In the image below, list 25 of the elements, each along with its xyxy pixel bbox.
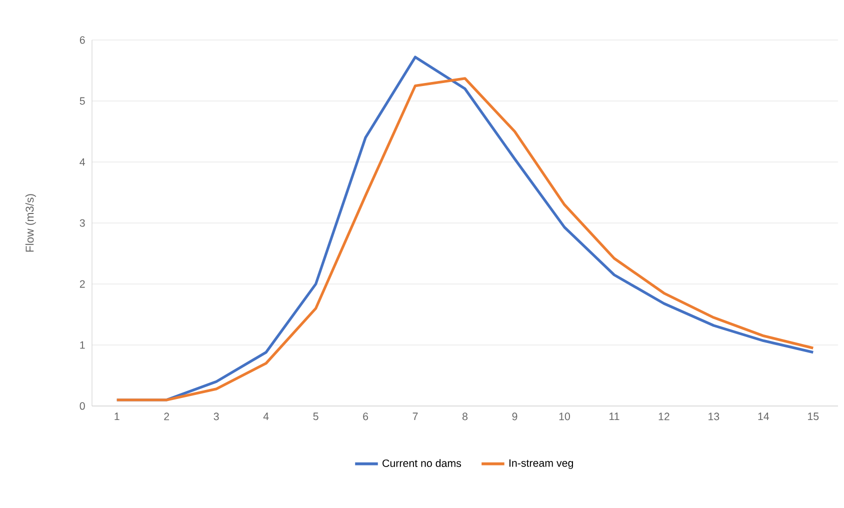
x-tick-label: 9 xyxy=(512,412,518,420)
x-tick-label: 2 xyxy=(164,412,170,420)
y-tick-label: 4 xyxy=(80,158,86,166)
x-tick-label: 1 xyxy=(114,412,120,420)
y-tick-label: 1 xyxy=(80,341,85,349)
x-tick-label: 3 xyxy=(214,412,219,420)
x-tick-label: 11 xyxy=(609,412,620,420)
x-tick-label: 14 xyxy=(758,412,770,420)
y-tick-label: 0 xyxy=(80,402,85,410)
x-tick-label: 6 xyxy=(363,412,368,420)
x-tick-label: 10 xyxy=(559,412,570,420)
x-tick-label: 7 xyxy=(412,412,418,420)
x-tick-label: 15 xyxy=(808,412,819,420)
y-axis-title: Flow (m3/s) xyxy=(25,194,36,252)
y-tick-label: 3 xyxy=(80,219,85,227)
x-tick-label: 8 xyxy=(462,412,468,420)
legend-label: Current no dams xyxy=(382,459,462,468)
legend-label: In-stream veg xyxy=(509,459,573,469)
y-tick-label: 6 xyxy=(80,36,85,44)
x-tick-label: 5 xyxy=(313,412,318,420)
x-tick-label: 13 xyxy=(708,412,720,420)
y-tick-label: 5 xyxy=(80,97,85,105)
y-tick-label: 2 xyxy=(80,280,85,288)
x-tick-label: 4 xyxy=(263,412,269,420)
x-tick-label: 12 xyxy=(658,412,670,420)
